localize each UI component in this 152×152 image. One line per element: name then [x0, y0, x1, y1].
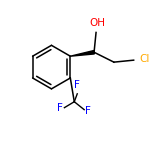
Text: F: F: [74, 80, 80, 90]
Text: OH: OH: [89, 19, 105, 28]
Text: F: F: [85, 106, 91, 116]
Text: Cl: Cl: [140, 54, 150, 64]
Polygon shape: [70, 50, 94, 56]
Text: F: F: [57, 103, 63, 113]
